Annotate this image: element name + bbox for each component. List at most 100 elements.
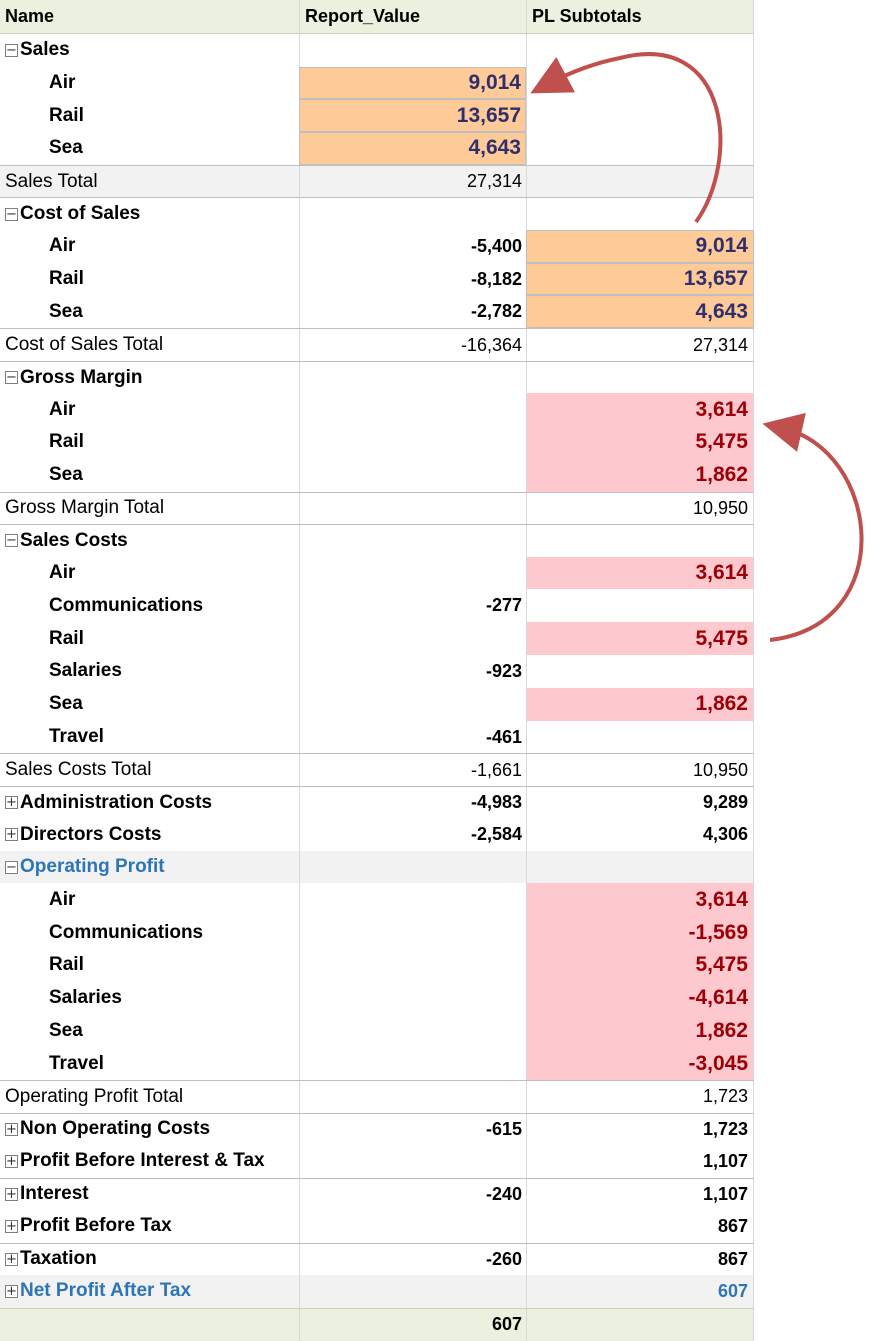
report-value-cell: -1,661: [299, 754, 526, 786]
row-label: − Gross Margin: [0, 362, 299, 394]
row-label-text: Cost of Sales Total: [5, 334, 164, 356]
group-row[interactable]: + Taxation -260 867: [0, 1242, 754, 1276]
pl-subtotal-cell: [526, 99, 754, 133]
pl-subtotal-cell: [526, 850, 754, 884]
report-value-cell: [299, 458, 526, 492]
pl-subtotal-cell: 867: [526, 1243, 754, 1276]
expand-plus-icon[interactable]: +: [5, 1153, 18, 1169]
row-label-text: Net Profit After Tax: [20, 1280, 192, 1302]
row-label: Sea: [0, 132, 299, 165]
collapse-minus-icon[interactable]: −: [5, 859, 18, 875]
pl-subtotal-cell: -3,045: [526, 1047, 754, 1081]
table-row: Sea 1,862: [0, 687, 754, 721]
expand-plus-icon[interactable]: +: [5, 1251, 18, 1267]
row-label-text: Administration Costs: [20, 791, 213, 813]
pl-subtotal-cell: [526, 66, 754, 100]
collapse-minus-icon[interactable]: −: [5, 206, 18, 222]
table-row: Rail 13,657: [0, 99, 754, 133]
group-row[interactable]: − Gross Margin: [0, 360, 754, 394]
collapse-minus-icon[interactable]: −: [5, 42, 18, 58]
pl-subtotal-cell: 607: [526, 1275, 754, 1308]
group-row[interactable]: + Net Profit After Tax 607: [0, 1275, 754, 1308]
group-row[interactable]: − Sales: [0, 34, 754, 67]
row-label-text: Rail: [49, 104, 84, 126]
subtotal-row: Gross Margin Total 10,950: [0, 491, 754, 525]
pl-subtotal-cell: 1,862: [526, 1014, 754, 1048]
row-label-text: Profit Before Tax: [20, 1215, 172, 1237]
row-label: Air: [0, 230, 299, 263]
table-row: Air 9,014: [0, 66, 754, 100]
row-label: + Directors Costs: [0, 818, 299, 851]
report-value-cell: -260: [299, 1243, 526, 1276]
expand-plus-icon[interactable]: +: [5, 827, 18, 843]
pl-subtotal-cell: 9,014: [526, 229, 754, 263]
group-row[interactable]: − Operating Profit: [0, 850, 754, 884]
report-value-cell: -240: [299, 1178, 526, 1211]
column-header-report-value[interactable]: Report_Value: [299, 0, 526, 33]
pl-subtotal-cell: [526, 34, 754, 67]
collapse-minus-icon[interactable]: −: [5, 370, 18, 386]
group-row[interactable]: + Interest -240 1,107: [0, 1177, 754, 1211]
row-label-text: Air: [49, 888, 76, 910]
group-row[interactable]: + Profit Before Tax 867: [0, 1210, 754, 1243]
column-header-name[interactable]: Name: [5, 6, 55, 26]
row-label-text: Cost of Sales: [20, 203, 141, 225]
group-row[interactable]: + Directors Costs -2,584 4,306: [0, 818, 754, 851]
row-label-text: Air: [49, 562, 76, 584]
row-label: + Profit Before Interest & Tax: [0, 1145, 299, 1178]
report-value-cell: [299, 949, 526, 982]
row-label-text: Travel: [49, 726, 104, 748]
report-value-cell: [299, 1047, 526, 1081]
row-label: Sales Total: [0, 166, 299, 198]
report-value-cell: [299, 916, 526, 950]
group-row[interactable]: − Sales Costs: [0, 524, 754, 557]
group-row[interactable]: + Profit Before Interest & Tax 1,107: [0, 1145, 754, 1178]
report-value-cell: [299, 981, 526, 1015]
pivot-table: Name Report_Value PL Subtotals − Sales Air…: [0, 0, 754, 1341]
report-value-cell: 27,314: [299, 165, 526, 198]
row-label: Sea: [0, 459, 299, 492]
pl-subtotal-cell: -1,569: [526, 916, 754, 950]
expand-plus-icon[interactable]: +: [5, 1218, 18, 1234]
table-row: Salaries -923: [0, 655, 754, 688]
group-row[interactable]: − Cost of Sales: [0, 197, 754, 230]
report-value-cell: [299, 1014, 526, 1048]
row-label: Sales Costs Total: [0, 754, 299, 786]
table-row: Air 3,614: [0, 556, 754, 590]
table-row: Communications -1,569: [0, 916, 754, 950]
expand-plus-icon[interactable]: +: [5, 1121, 18, 1137]
row-label-text: Sea: [49, 137, 83, 159]
row-label: + Profit Before Tax: [0, 1210, 299, 1243]
table-row: Sea 1,862: [0, 1014, 754, 1048]
collapse-minus-icon[interactable]: −: [5, 533, 18, 549]
row-label: + Interest: [0, 1179, 299, 1211]
row-label: Communications: [0, 589, 299, 622]
row-label-text: Operating Profit Total: [5, 1085, 184, 1107]
row-label: Air: [0, 393, 299, 426]
group-row[interactable]: + Non Operating Costs -615 1,723: [0, 1112, 754, 1146]
row-label-text: Sales Total: [5, 170, 98, 192]
expand-plus-icon[interactable]: +: [5, 795, 18, 811]
report-value-cell: [299, 1275, 526, 1308]
expand-plus-icon[interactable]: +: [5, 1283, 18, 1299]
pl-subtotal-cell: 1,862: [526, 687, 754, 721]
report-value-cell: -277: [299, 589, 526, 623]
pl-subtotal-cell: [526, 165, 754, 198]
expand-plus-icon[interactable]: +: [5, 1186, 18, 1202]
subtotal-row: Sales Costs Total -1,661 10,950: [0, 753, 754, 786]
report-value-cell: [299, 34, 526, 67]
row-label-text: Taxation: [20, 1248, 97, 1270]
report-value-cell: -2,782: [299, 295, 526, 329]
row-label: − Cost of Sales: [0, 198, 299, 230]
column-header-pl-subtotals[interactable]: PL Subtotals: [526, 0, 754, 33]
report-value-cell: [299, 525, 526, 557]
row-label: Air: [0, 883, 299, 916]
row-label-text: Sea: [49, 1020, 83, 1042]
group-row[interactable]: + Administration Costs -4,983 9,289: [0, 785, 754, 819]
pl-subtotal-cell: -4,614: [526, 981, 754, 1015]
report-value-cell: [299, 687, 526, 721]
report-value-cell: [299, 1145, 526, 1178]
row-label-text: Gross Margin Total: [5, 497, 165, 519]
report-value-cell: 4,643: [299, 132, 526, 165]
row-label: + Taxation: [0, 1244, 299, 1276]
